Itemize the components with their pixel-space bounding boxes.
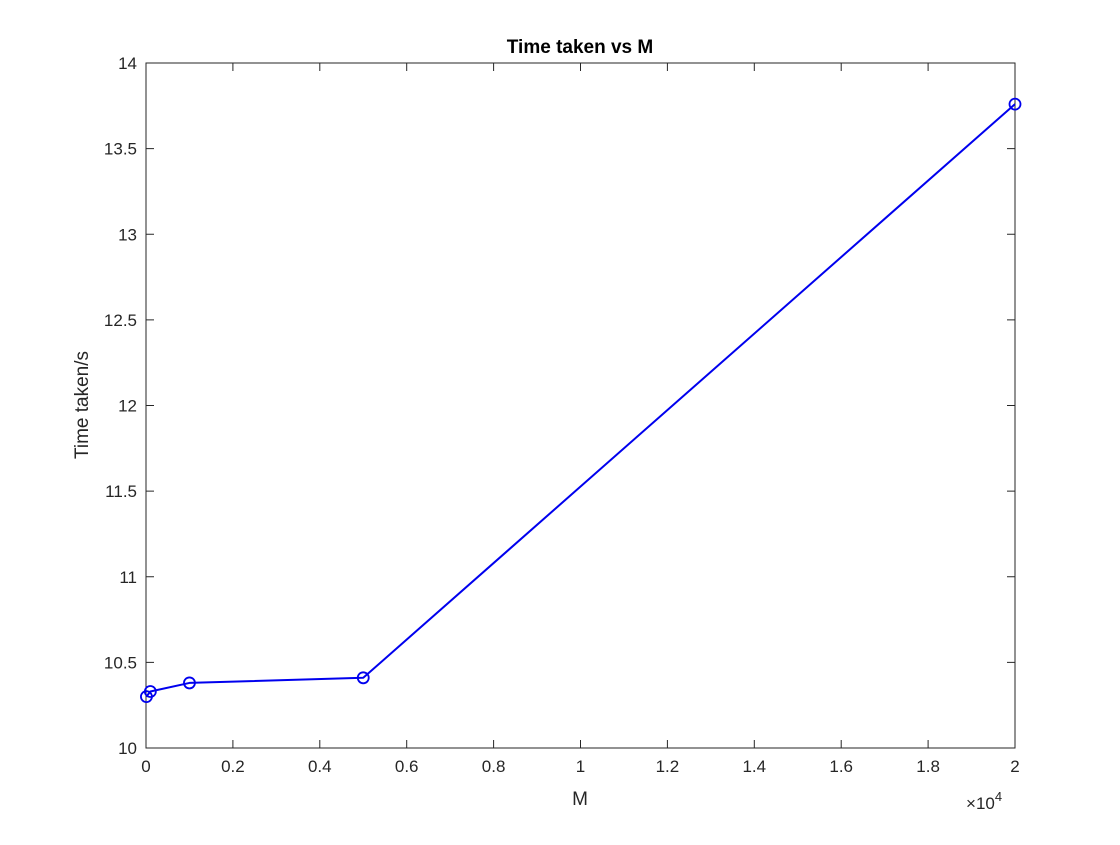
x-axis-label: M <box>572 789 588 810</box>
x-tick-label: 0.8 <box>482 757 506 776</box>
svg-text:×104: ×104 <box>966 789 1002 813</box>
chart-title: Time taken vs M <box>507 37 653 58</box>
x-tick-label: 0.2 <box>221 757 245 776</box>
data-point-marker <box>356 671 370 685</box>
multiplier-exponent: 4 <box>995 789 1002 804</box>
ticks <box>145 62 1016 749</box>
multiplier-base: 10 <box>976 794 995 813</box>
data-point-marker <box>143 685 157 698</box>
y-tick-label: 13.5 <box>104 140 137 159</box>
series-line <box>145 103 1016 698</box>
y-tick-label: 10 <box>118 739 137 758</box>
x-axis-multiplier: ×104 <box>966 789 1002 813</box>
y-tick-label: 11 <box>119 568 137 587</box>
x-tick-label: 0.6 <box>395 757 419 776</box>
y-axis-label: Time taken/s <box>72 351 93 459</box>
plot-area <box>145 62 1016 749</box>
multiplier-times: × <box>966 794 976 813</box>
data-point-marker <box>1008 97 1022 111</box>
x-tick-label: 1.2 <box>656 757 680 776</box>
data-point-marker <box>183 676 196 690</box>
y-tick-label: 12 <box>118 397 137 416</box>
x-tick-label: 0 <box>141 757 150 776</box>
x-tick-label: 1.6 <box>829 757 853 776</box>
y-tick-label: 11.5 <box>105 482 137 501</box>
x-tick-label: 2 <box>1010 757 1019 776</box>
y-tick-label: 12.5 <box>104 311 137 330</box>
tick-labels: 0 0.2 0.4 0.6 0.8 1 1.2 1.4 1.6 1.8 2 10 10.5 11 11.5 1… <box>104 54 1020 776</box>
y-tick-label: 13 <box>118 225 137 244</box>
x-tick-label: 0.4 <box>308 757 332 776</box>
x-tick-label: 1.8 <box>916 757 940 776</box>
x-tick-label: 1 <box>576 757 585 776</box>
y-tick-label: 10.5 <box>104 653 137 672</box>
y-tick-label: 14 <box>118 54 137 73</box>
x-tick-label: 1.4 <box>742 757 766 776</box>
series-layer <box>140 97 1022 704</box>
